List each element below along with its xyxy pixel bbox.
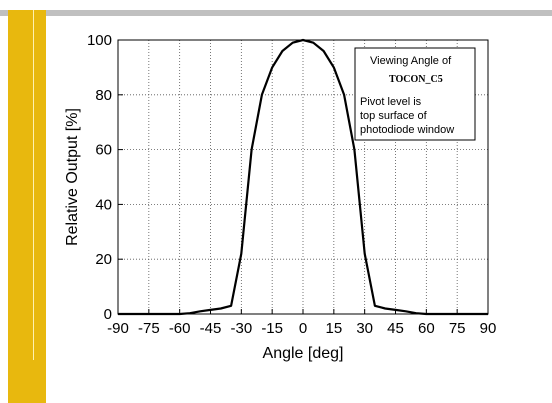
x-tick-label: -90 [107, 320, 129, 337]
annotation-frame [354, 47, 476, 141]
x-tick-label: 15 [325, 320, 342, 337]
annotation-line5: photodiode window [360, 124, 454, 136]
y-tick-label: 100 [87, 32, 112, 49]
series-line [118, 38, 488, 316]
x-tick-label: 90 [480, 320, 497, 337]
annotation-line3: Pivot level is [360, 96, 422, 108]
x-tick-label: -30 [230, 320, 252, 337]
x-tick-label: 60 [418, 320, 435, 337]
y-axis-title: Relative Output [%] [64, 108, 81, 246]
x-axis-title: Angle [deg] [263, 345, 344, 362]
x-tick-labels: -90 -75 -60 -45 -30 -15 0 15 30 45 60 75 90 [107, 320, 496, 337]
y-tick-label: 60 [95, 142, 112, 159]
x-tick-label: -60 [169, 320, 191, 337]
x-tick-label: 45 [387, 320, 404, 337]
x-tick-label: 30 [356, 320, 373, 337]
top-divider-bar [0, 10, 552, 16]
annotation-line1: Viewing Angle of [370, 55, 452, 67]
annotation-device-name: TOCON_C5 [389, 74, 443, 85]
x-tick-label: -15 [261, 320, 283, 337]
y-tick-label: 0 [104, 306, 112, 323]
y-tick-label: 40 [95, 196, 112, 213]
y-tick-label: 20 [95, 251, 112, 268]
x-tick-label: 75 [449, 320, 466, 337]
y-tick-label: 80 [95, 87, 112, 104]
x-tick-label: -75 [138, 320, 160, 337]
x-tick-label: -45 [200, 320, 222, 337]
annotation-line4: top surface of [360, 110, 428, 122]
side-accent-line [33, 10, 34, 360]
x-tick-label: 0 [299, 320, 307, 337]
side-accent-bar [8, 10, 46, 403]
y-tick-labels: 0 20 40 60 80 100 [87, 32, 112, 323]
annotation-box: Viewing Angle of TOCON_C5 Pivot level is… [354, 47, 476, 141]
